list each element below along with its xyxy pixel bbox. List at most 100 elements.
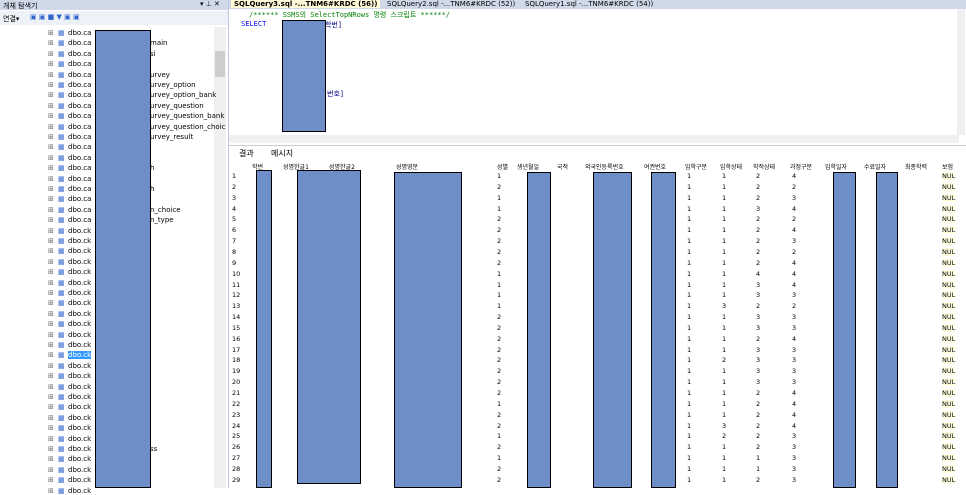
tree-item[interactable]: dbo.ck (68, 434, 92, 443)
grid-cell[interactable]: 1 (497, 399, 502, 408)
tree-expander[interactable]: ⊞ (48, 341, 54, 349)
grid-cell[interactable]: 1 (687, 269, 692, 278)
grid-cell[interactable]: 3 (792, 454, 797, 463)
grid-cell[interactable]: 1 (722, 454, 727, 463)
grid-cell[interactable]: 2 (756, 389, 761, 397)
grid-cell[interactable]: 2 (756, 226, 761, 235)
grid-cell[interactable]: 2 (756, 247, 761, 256)
grid-cell[interactable]: 4 (792, 334, 797, 343)
grid-cell[interactable]: 1 (687, 399, 692, 408)
grid-cell[interactable]: 2 (497, 258, 502, 267)
tree-expander[interactable]: ⊞ (48, 29, 54, 37)
grid-cell[interactable]: NUL (942, 356, 956, 365)
grid-cell[interactable]: 2 (756, 193, 761, 202)
tree-expander[interactable]: ⊞ (48, 330, 54, 339)
column-header[interactable]: 성명한글2 (329, 164, 355, 171)
tree-item[interactable]: dbo.ck (68, 278, 92, 287)
row-number[interactable]: 10 (232, 269, 241, 278)
tree-expander[interactable]: ⊞ (48, 445, 54, 453)
grid-cell[interactable]: 1 (756, 454, 761, 463)
grid-cell[interactable]: 1 (722, 204, 727, 213)
grid-cell[interactable]: 1 (497, 302, 502, 311)
grid-cell[interactable]: 4 (792, 410, 797, 419)
grid-cell[interactable]: 3 (792, 443, 797, 452)
tree-item[interactable]: dbo.ca (68, 49, 92, 58)
grid-cell[interactable]: 3 (722, 421, 727, 430)
column-header[interactable]: 입학상태 (720, 164, 743, 171)
grid-cell[interactable]: 1 (687, 247, 692, 256)
grid-cell[interactable]: NUL (942, 247, 956, 256)
tree-item[interactable]: dbo.ca (68, 133, 92, 141)
tree-item[interactable]: dbo.ck (68, 424, 92, 433)
tree-expander[interactable]: ⊞ (48, 403, 54, 412)
tree-item[interactable]: dbo.ck (68, 289, 92, 297)
grid-cell[interactable]: 2 (756, 421, 761, 430)
tree-expander[interactable]: ⊞ (48, 143, 54, 152)
grid-cell[interactable]: 1 (687, 345, 692, 354)
tree-item[interactable]: dbo.ca (68, 81, 92, 89)
tree-item[interactable]: dbo.ca (68, 122, 92, 131)
grid-cell[interactable]: NUL (942, 443, 956, 452)
column-header[interactable]: 성별 (497, 164, 509, 171)
tree-expander[interactable]: ⊞ (48, 226, 54, 235)
pin[interactable]: ▾ ⊥ ✕ (200, 0, 220, 8)
tree-item[interactable]: dbo.ca (68, 60, 92, 69)
grid-cell[interactable]: NUL (942, 367, 956, 376)
tree-item[interactable]: dbo.ck (68, 257, 92, 266)
tree-item[interactable]: dbo.ck (68, 476, 92, 485)
tree-item[interactable]: dbo.ca (68, 112, 92, 121)
column-header[interactable]: 수료일자 (864, 164, 887, 171)
tree-item[interactable]: dbo.ck (68, 361, 92, 370)
grid-cell[interactable]: 2 (497, 215, 502, 224)
grid-cell[interactable]: 3 (792, 345, 797, 354)
row-number[interactable]: 27 (232, 454, 241, 463)
column-header[interactable]: 입학일자 (825, 164, 848, 171)
grid-cell[interactable]: NUL (942, 226, 956, 235)
grid-cell[interactable]: 1 (497, 291, 502, 300)
tree-item[interactable]: dbo.ca (68, 153, 92, 162)
grid-cell[interactable]: 1 (722, 410, 727, 419)
grid-cell[interactable]: 1 (687, 172, 692, 180)
column-header[interactable]: 외국인등록번호 (585, 164, 624, 171)
tree-expander[interactable]: ⊞ (48, 299, 54, 308)
grid-cell[interactable]: NUL (942, 172, 956, 180)
grid-cell[interactable]: 4 (792, 389, 797, 397)
tree-expander[interactable]: ⊞ (48, 122, 54, 131)
grid-cell[interactable]: 1 (687, 215, 692, 224)
tree-item[interactable]: dbo.ck (68, 309, 92, 318)
tree-expander[interactable]: ⊞ (48, 39, 54, 48)
grid-cell[interactable]: 2 (756, 399, 761, 408)
grid-cell[interactable]: NUL (942, 410, 956, 419)
grid-cell[interactable]: 2 (722, 432, 727, 441)
row-number[interactable]: 19 (232, 367, 241, 376)
grid-cell[interactable]: NUL (942, 389, 956, 397)
grid-cell[interactable]: 2 (756, 410, 761, 419)
grid-cell[interactable]: 2 (792, 215, 797, 224)
grid-cell[interactable]: 1 (722, 226, 727, 235)
tree-expander[interactable]: ⊞ (48, 195, 54, 204)
column-header[interactable]: 여권번호 (644, 164, 667, 171)
v-scrollbar[interactable] (957, 9, 965, 135)
scrollbar[interactable] (214, 27, 226, 488)
tree-expander[interactable]: ⊞ (48, 153, 54, 162)
grid-cell[interactable]: 1 (497, 280, 502, 289)
grid-cell[interactable]: 2 (497, 313, 502, 322)
toolbar-icons[interactable]: ▣ ▣ ■ ▼ ▣ ▣ (30, 13, 80, 21)
column-header[interactable]: 성명영문 (396, 164, 419, 171)
grid-cell[interactable]: NUL (942, 432, 956, 441)
tree-expander[interactable]: ⊞ (48, 60, 54, 69)
grid-cell[interactable]: 1 (722, 237, 727, 246)
row-number[interactable]: 7 (232, 237, 237, 246)
tree-item[interactable]: dbo.ck (68, 299, 92, 308)
row-number[interactable]: 14 (232, 313, 241, 322)
tree-expander[interactable]: ⊞ (48, 70, 54, 79)
grid-cell[interactable]: 1 (687, 323, 692, 332)
grid-cell[interactable]: 1 (722, 313, 727, 322)
tree-item[interactable]: dbo.ca (68, 143, 92, 152)
grid-cell[interactable]: 3 (792, 193, 797, 202)
grid-cell[interactable]: 3 (792, 323, 797, 332)
tree-expander[interactable]: ⊞ (48, 112, 54, 121)
tree-expander[interactable]: ⊞ (48, 247, 54, 256)
tree-expander[interactable]: ⊞ (48, 164, 54, 173)
grid-cell[interactable]: 1 (687, 334, 692, 343)
